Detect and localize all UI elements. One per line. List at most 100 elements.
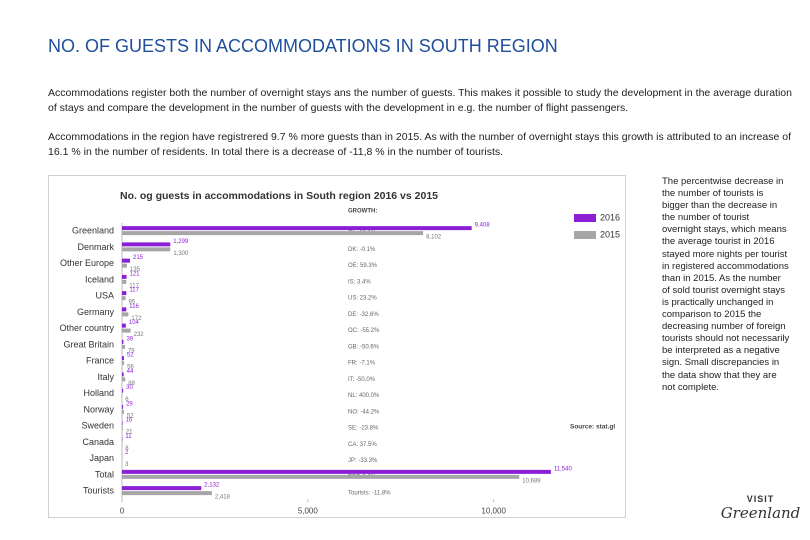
- bar: [122, 426, 123, 431]
- value-label: 56: [127, 365, 134, 371]
- value-label: 117: [129, 283, 139, 289]
- category-label: Total: [95, 469, 114, 479]
- category-label: Tourists: [83, 486, 115, 496]
- value-label: 10,689: [522, 478, 541, 484]
- x-tick-label: 0: [120, 506, 125, 515]
- growth-label: IS: 3.4%: [348, 279, 371, 285]
- category-label: USA: [95, 291, 114, 301]
- value-label: 215: [133, 255, 144, 261]
- bar: [122, 296, 126, 301]
- logo-top: VISIT: [746, 494, 775, 504]
- growth-label: NL: 400.0%: [348, 393, 380, 399]
- bar: [122, 263, 128, 268]
- category-label: Iceland: [85, 274, 114, 284]
- category-label: Germany: [77, 307, 115, 317]
- bar: [122, 469, 551, 474]
- value-label: 52: [127, 353, 134, 359]
- side-text: The percentwise decrease in the number o…: [662, 176, 790, 393]
- value-label: 79: [128, 348, 135, 354]
- bar: [122, 226, 472, 231]
- value-label: 30: [126, 385, 133, 391]
- bar: [122, 409, 124, 414]
- legend-swatch: [574, 214, 596, 222]
- growth-label: JP: -33.3%: [348, 458, 378, 464]
- value-label: 1,300: [173, 251, 189, 257]
- bar: [122, 377, 126, 382]
- category-label: Norway: [83, 404, 114, 414]
- category-label: France: [86, 356, 114, 366]
- growth-label: SE: -23.8%: [348, 426, 379, 432]
- value-label: 121: [129, 271, 140, 277]
- chart-title: No. og guests in accommodations in South…: [120, 190, 438, 202]
- value-label: 29: [126, 401, 133, 407]
- bar: [122, 356, 124, 361]
- bar: [122, 258, 130, 263]
- slide-title: NO. OF GUESTS IN ACCOMMODATIONS IN SOUTH…: [48, 36, 558, 56]
- value-label: 117: [129, 288, 139, 294]
- category-label: Great Britain: [63, 339, 114, 349]
- bar: [122, 307, 127, 312]
- bar: [122, 247, 171, 252]
- category-label: Greenland: [72, 226, 114, 236]
- x-tick-label: 10,000: [481, 506, 506, 515]
- growth-label: FR: -7.1%: [348, 361, 376, 367]
- chart: No. og guests in accommodations in South…: [48, 175, 626, 518]
- bar: [122, 323, 126, 328]
- growth-title: GROWTH:: [348, 209, 377, 215]
- growth-label: GB: -50.6%: [348, 344, 380, 350]
- value-label: 2,132: [204, 483, 220, 489]
- growth-label: OE: 59.3%: [348, 263, 378, 269]
- growth-label: DK: -0.1%: [348, 247, 376, 253]
- bar: [122, 291, 127, 296]
- category-label: Holland: [83, 388, 114, 398]
- bar: [122, 279, 127, 284]
- paragraph: Accommodations in the region have regist…: [48, 131, 791, 158]
- value-label: 11,540: [554, 466, 573, 472]
- value-label: 2: [125, 450, 129, 456]
- bar: [122, 486, 202, 491]
- legend-swatch: [574, 231, 596, 239]
- bar: [122, 231, 424, 236]
- bar: [122, 372, 124, 377]
- value-label: 116: [129, 304, 139, 310]
- value-label: 135: [130, 267, 141, 273]
- legend-label: 2016: [600, 212, 620, 222]
- bar: [122, 474, 520, 479]
- value-label: 104: [129, 320, 140, 326]
- value-label: 16: [126, 418, 133, 424]
- category-label: Sweden: [81, 421, 114, 431]
- value-label: 172: [131, 316, 142, 322]
- growth-label: OC: -55.2%: [348, 328, 380, 334]
- bar: [122, 344, 125, 349]
- growth-label: DE: -32.6%: [348, 312, 379, 318]
- growth-label: US: 23.2%: [348, 296, 377, 302]
- bar: [122, 404, 124, 409]
- legend-label: 2015: [600, 229, 620, 239]
- bar: [122, 339, 124, 344]
- value-label: 44: [127, 369, 134, 375]
- bar: [122, 388, 124, 393]
- value-label: 1,299: [173, 239, 189, 245]
- value-label: 88: [128, 381, 135, 387]
- value-label: 8,102: [426, 235, 442, 241]
- category-label: Japan: [89, 453, 114, 463]
- value-label: 3: [125, 462, 129, 468]
- growth-label: IT: -50.0%: [348, 377, 376, 383]
- bar: [122, 242, 171, 247]
- category-label: Denmark: [77, 242, 114, 252]
- bar: [122, 421, 123, 426]
- category-label: Other Europe: [60, 258, 114, 268]
- x-tick-label: 5,000: [298, 506, 319, 515]
- value-label: 95: [129, 300, 136, 306]
- bar: [122, 312, 129, 317]
- value-label: 11: [125, 434, 132, 440]
- value-label: 8: [125, 446, 129, 452]
- category-label: Canada: [82, 437, 114, 447]
- bar: [122, 361, 125, 366]
- growth-label: NO: -44.2%: [348, 409, 380, 415]
- paragraph: Accommodations register both the number …: [48, 87, 792, 114]
- value-label: 6: [125, 397, 129, 403]
- growth-label: CA: 37.5%: [348, 442, 377, 448]
- value-label: 232: [134, 332, 145, 338]
